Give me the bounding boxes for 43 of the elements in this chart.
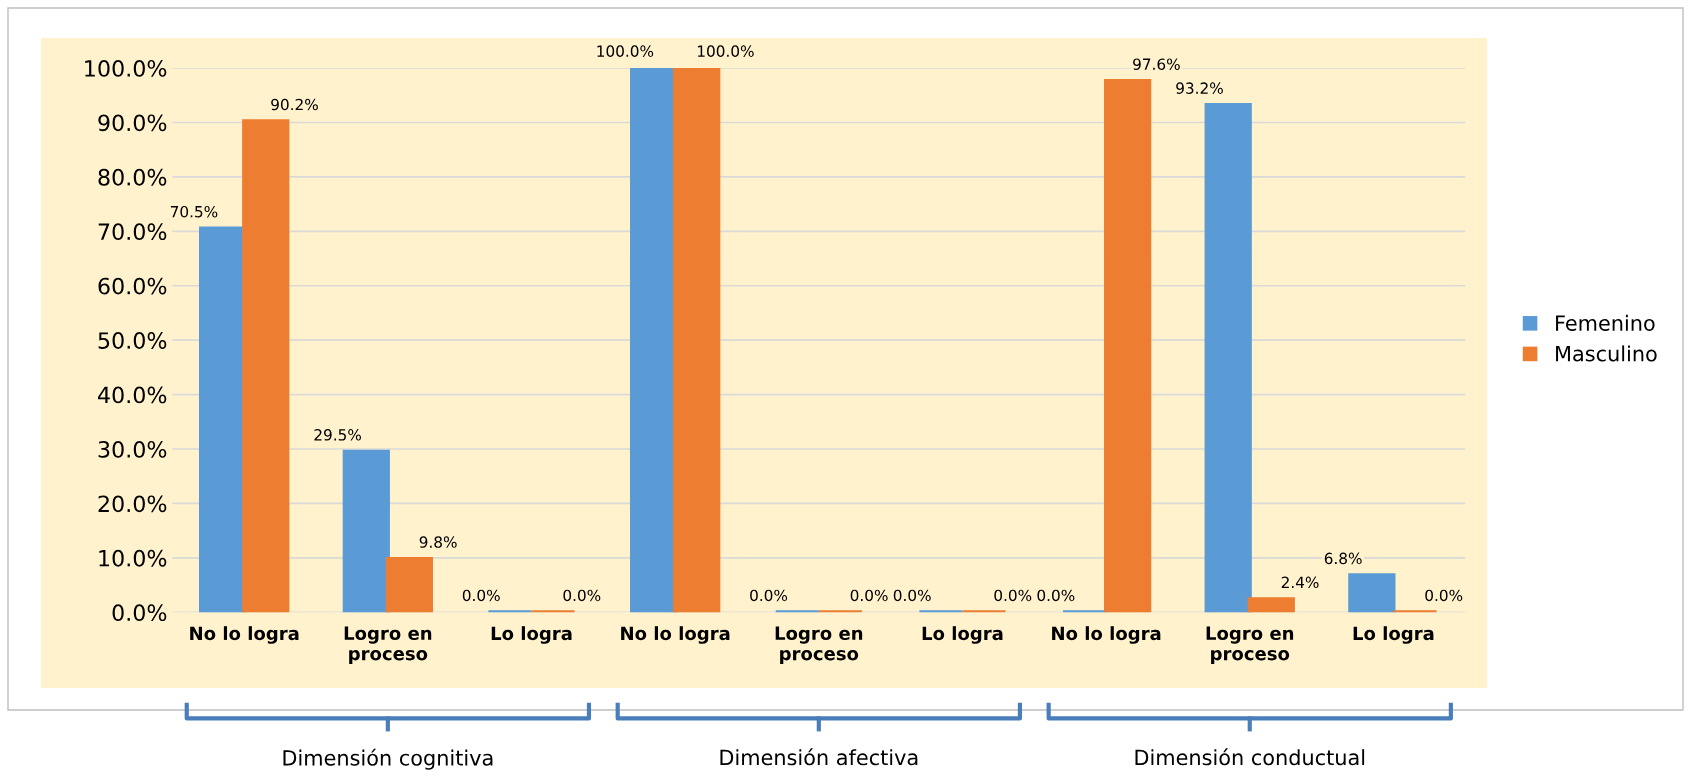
data-label: 100.0% — [697, 45, 754, 57]
legend-label: Femenino — [1556, 314, 1655, 331]
data-label: 93.2% — [1176, 82, 1223, 94]
y-tick-label: 0.0% — [112, 604, 167, 622]
data-label: 6.8% — [1324, 552, 1362, 565]
data-label: 0.0% — [563, 589, 601, 602]
y-tick-label: 60.0% — [98, 277, 167, 295]
data-label: 70.5% — [170, 205, 218, 218]
data-label: 97.6% — [1133, 58, 1180, 70]
y-tick-label: 70.0% — [98, 223, 167, 241]
text: Dimensión afectiva — [720, 748, 918, 766]
y-tick-label: 20.0% — [98, 495, 167, 513]
x-tick-label: Lo logra — [1353, 626, 1434, 644]
x-tick-label: Logro en proceso — [344, 626, 432, 664]
text: Dimensión cognitiva — [283, 748, 493, 770]
x-tick-label: Lo logra — [491, 626, 572, 644]
y-tick-label: 100.0% — [85, 59, 167, 77]
data-label: 0.0% — [1425, 589, 1463, 602]
y-tick-label: 40.0% — [98, 386, 167, 404]
x-tick-label: Lo logra — [922, 626, 1003, 644]
y-tick-label: 30.0% — [98, 440, 167, 458]
data-label: 2.4% — [1281, 576, 1319, 589]
y-tick-label: 80.0% — [98, 168, 167, 186]
x-tick-label: Logro en proceso — [1206, 626, 1294, 664]
data-label: 0.0% — [850, 589, 888, 602]
y-tick-label: 10.0% — [99, 549, 167, 567]
text: Dimensión conductual — [1135, 748, 1365, 766]
data-label: 100.0% — [597, 45, 654, 57]
x-tick-label: No lo logra — [621, 626, 730, 644]
y-tick-label: 50.0% — [98, 332, 167, 349]
data-label: 0.0% — [462, 589, 500, 602]
data-label: 0.0% — [1037, 589, 1075, 602]
data-label: 0.0% — [750, 589, 788, 602]
x-tick-label: No lo logra — [1052, 626, 1161, 644]
x-tick-label: Logro en proceso — [775, 626, 863, 664]
y-tick-label: 90.0% — [98, 114, 167, 132]
data-label: 29.5% — [314, 429, 361, 441]
data-label: 90.2% — [271, 98, 318, 111]
x-tick-label: No lo logra — [190, 626, 299, 644]
data-label: 0.0% — [893, 589, 931, 602]
legend-label: Masculino — [1556, 345, 1657, 362]
data-label: 0.0% — [994, 589, 1032, 602]
data-label: 9.8% — [419, 536, 457, 548]
